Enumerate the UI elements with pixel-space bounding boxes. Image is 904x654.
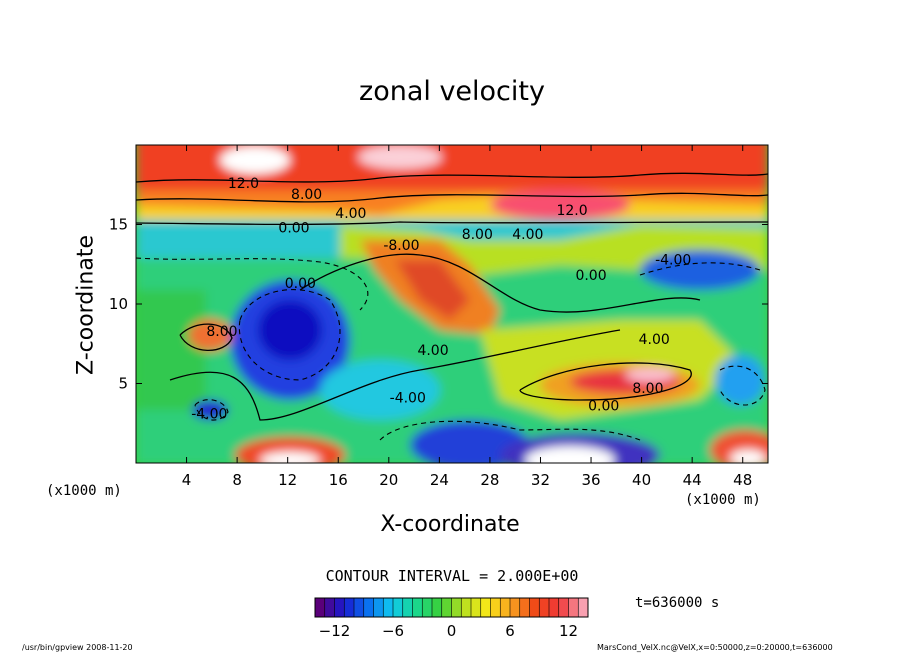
contour-interval: CONTOUR INTERVAL = 2.000E+00 <box>325 567 579 585</box>
colorbar-cell <box>451 598 462 617</box>
x-tick-label: 28 <box>480 471 499 489</box>
x-axis-ticks: 4 8 12 16 20 24 28 32 36 40 44 48 <box>182 145 752 489</box>
x-axis-unit-right: (x1000 m) <box>685 492 761 508</box>
colorbar-cell <box>363 598 374 617</box>
x-tick-label: 24 <box>430 471 449 489</box>
colorbar-tick-label: 12 <box>559 622 578 640</box>
colorbar-cell <box>549 598 560 617</box>
contour-label: 4.00 <box>639 332 670 348</box>
colorbar-cell <box>373 598 384 617</box>
colorbar-tick-label: 6 <box>505 622 515 640</box>
x-tick-label: 8 <box>232 471 242 489</box>
chart-title: zonal velocity <box>359 76 545 107</box>
colorbar-cell <box>402 598 413 617</box>
colorbar-cell <box>568 598 579 617</box>
colorbar-cell <box>441 598 452 617</box>
x-tick-label: 4 <box>182 471 192 489</box>
contour-label: 8.00 <box>206 324 237 340</box>
colorbar-cell <box>354 598 365 617</box>
contour-label: -4.00 <box>390 391 426 407</box>
contour-label: 0.00 <box>588 399 619 415</box>
contour-labels: 12.0 8.00 4.00 0.00 -8.00 8.00 4.00 12.0 0.00 0.0… <box>191 176 691 423</box>
colorbar-cell <box>432 598 443 617</box>
colorbar-cell <box>324 598 335 617</box>
contour-label: 12.0 <box>556 203 587 219</box>
x-axis-unit-left: (x1000 m) <box>46 483 122 499</box>
colorbar-cell <box>461 598 472 617</box>
colorbar-tick-label: 0 <box>447 622 457 640</box>
colorbar-cell <box>344 598 355 617</box>
contour-label: 4.00 <box>417 343 448 359</box>
colorbar-tick-label: −12 <box>319 622 351 640</box>
colorbar <box>314 597 589 618</box>
contour-label: 0.00 <box>285 276 316 292</box>
contour-label: 8.00 <box>462 227 493 243</box>
y-axis-ticks: 5 10 15 <box>109 216 768 393</box>
contour-label: -4.00 <box>191 406 227 422</box>
contour-label: -8.00 <box>383 238 419 254</box>
footer-dataset: MarsCond_VelX.nc@VelX,x=0:50000,z=0:2000… <box>597 643 833 652</box>
colorbar-cell <box>471 598 482 617</box>
contour-label: -4.00 <box>655 252 691 268</box>
x-tick-label: 12 <box>278 471 297 489</box>
colorbar-cell <box>519 598 530 617</box>
colorbar-cell <box>490 598 501 617</box>
colorbar-cell <box>422 598 433 617</box>
time-label: t=636000 s <box>635 595 720 611</box>
colorbar-cell <box>529 598 540 617</box>
x-tick-label: 40 <box>632 471 651 489</box>
colorbar-cell <box>334 598 345 617</box>
velocity-field <box>136 145 768 463</box>
contour-label: 4.00 <box>335 206 366 222</box>
x-axis-label: X-coordinate <box>380 512 520 537</box>
colorbar-cell <box>539 598 550 617</box>
colorbar-tick-label: −6 <box>382 622 404 640</box>
contour-label: 12.0 <box>228 176 259 192</box>
y-tick-label: 10 <box>109 295 128 313</box>
y-axis-label: Z-coordinate <box>73 235 99 375</box>
contour-label: 0.00 <box>575 268 606 284</box>
contour-label: 8.00 <box>291 187 322 203</box>
colorbar-cell <box>393 598 404 617</box>
colorbar-cell <box>480 598 491 617</box>
colorbar-frame <box>314 597 589 618</box>
colorbar-cell <box>412 598 423 617</box>
contour-label: 8.00 <box>632 381 663 397</box>
colorbar-cell <box>558 598 569 617</box>
contour-label: 0.00 <box>278 220 309 236</box>
x-tick-label: 48 <box>733 471 752 489</box>
contour-label: 4.00 <box>512 227 543 243</box>
colorbar-ticks: −12 −6 0 6 12 <box>319 622 578 640</box>
colorbar-cell <box>578 598 589 617</box>
x-tick-label: 32 <box>531 471 550 489</box>
colorbar-cell <box>510 598 521 617</box>
colorbar-cell <box>500 598 511 617</box>
colorbar-cell <box>315 598 326 617</box>
x-tick-label: 36 <box>581 471 600 489</box>
y-tick-label: 15 <box>109 216 128 234</box>
x-tick-label: 44 <box>683 471 702 489</box>
y-tick-label: 5 <box>118 375 128 393</box>
x-tick-label: 20 <box>379 471 398 489</box>
colorbar-cell <box>383 598 394 617</box>
footer-program: /usr/bin/gpview 2008-11-20 <box>22 643 133 652</box>
x-tick-label: 16 <box>329 471 348 489</box>
